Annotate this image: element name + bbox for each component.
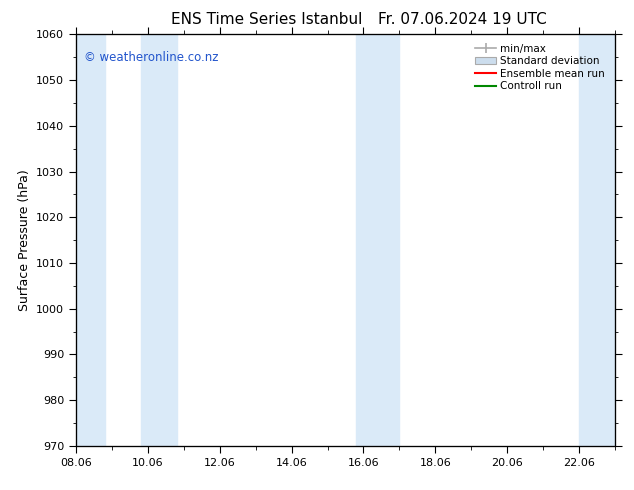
- Text: ENS Time Series Istanbul: ENS Time Series Istanbul: [171, 12, 362, 27]
- Bar: [356, 34, 399, 446]
- Legend: min/max, Standard deviation, Ensemble mean run, Controll run: min/max, Standard deviation, Ensemble me…: [473, 42, 607, 94]
- Bar: [579, 34, 615, 446]
- Text: Fr. 07.06.2024 19 UTC: Fr. 07.06.2024 19 UTC: [378, 12, 547, 27]
- Bar: [141, 34, 177, 446]
- Y-axis label: Surface Pressure (hPa): Surface Pressure (hPa): [18, 169, 30, 311]
- Bar: [76, 34, 105, 446]
- Text: © weatheronline.co.nz: © weatheronline.co.nz: [84, 51, 219, 64]
